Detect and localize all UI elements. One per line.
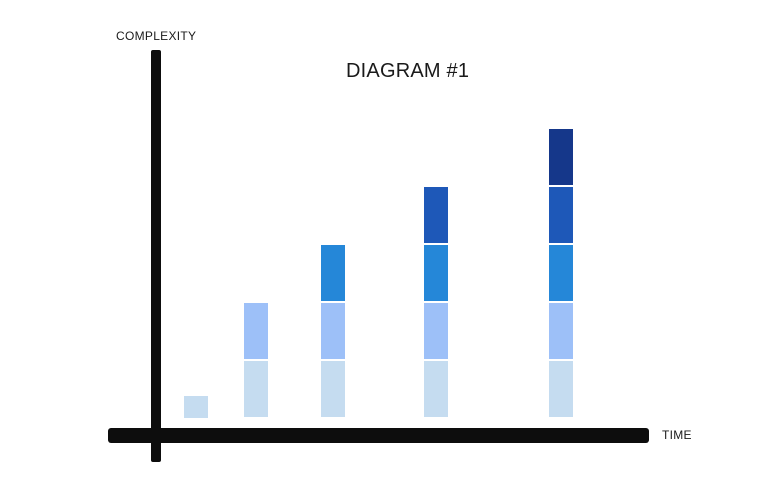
- y-axis-label: COMPLEXITY: [116, 29, 197, 43]
- bar-3-segment-3: [321, 245, 345, 301]
- chart-title: DIAGRAM #1: [346, 60, 470, 82]
- bar-5-segment-3: [549, 245, 573, 301]
- bar-3-segment-2: [321, 303, 345, 359]
- bar-4-segment-2: [424, 303, 448, 359]
- bar-1-segment-1: [184, 396, 208, 418]
- bar-5-segment-2: [549, 303, 573, 359]
- bar-4-segment-4: [424, 187, 448, 243]
- x-axis-label: TIME: [662, 428, 692, 442]
- bar-4-segment-1: [424, 361, 448, 417]
- y-axis-line: [151, 50, 161, 462]
- bar-3-segment-1: [321, 361, 345, 417]
- bar-5-segment-5: [549, 129, 573, 185]
- bar-5-segment-4: [549, 187, 573, 243]
- bar-2-segment-2: [244, 303, 268, 359]
- x-axis-line: [108, 428, 649, 443]
- bar-5-segment-1: [549, 361, 573, 417]
- bar-2-segment-1: [244, 361, 268, 417]
- bar-4-segment-3: [424, 245, 448, 301]
